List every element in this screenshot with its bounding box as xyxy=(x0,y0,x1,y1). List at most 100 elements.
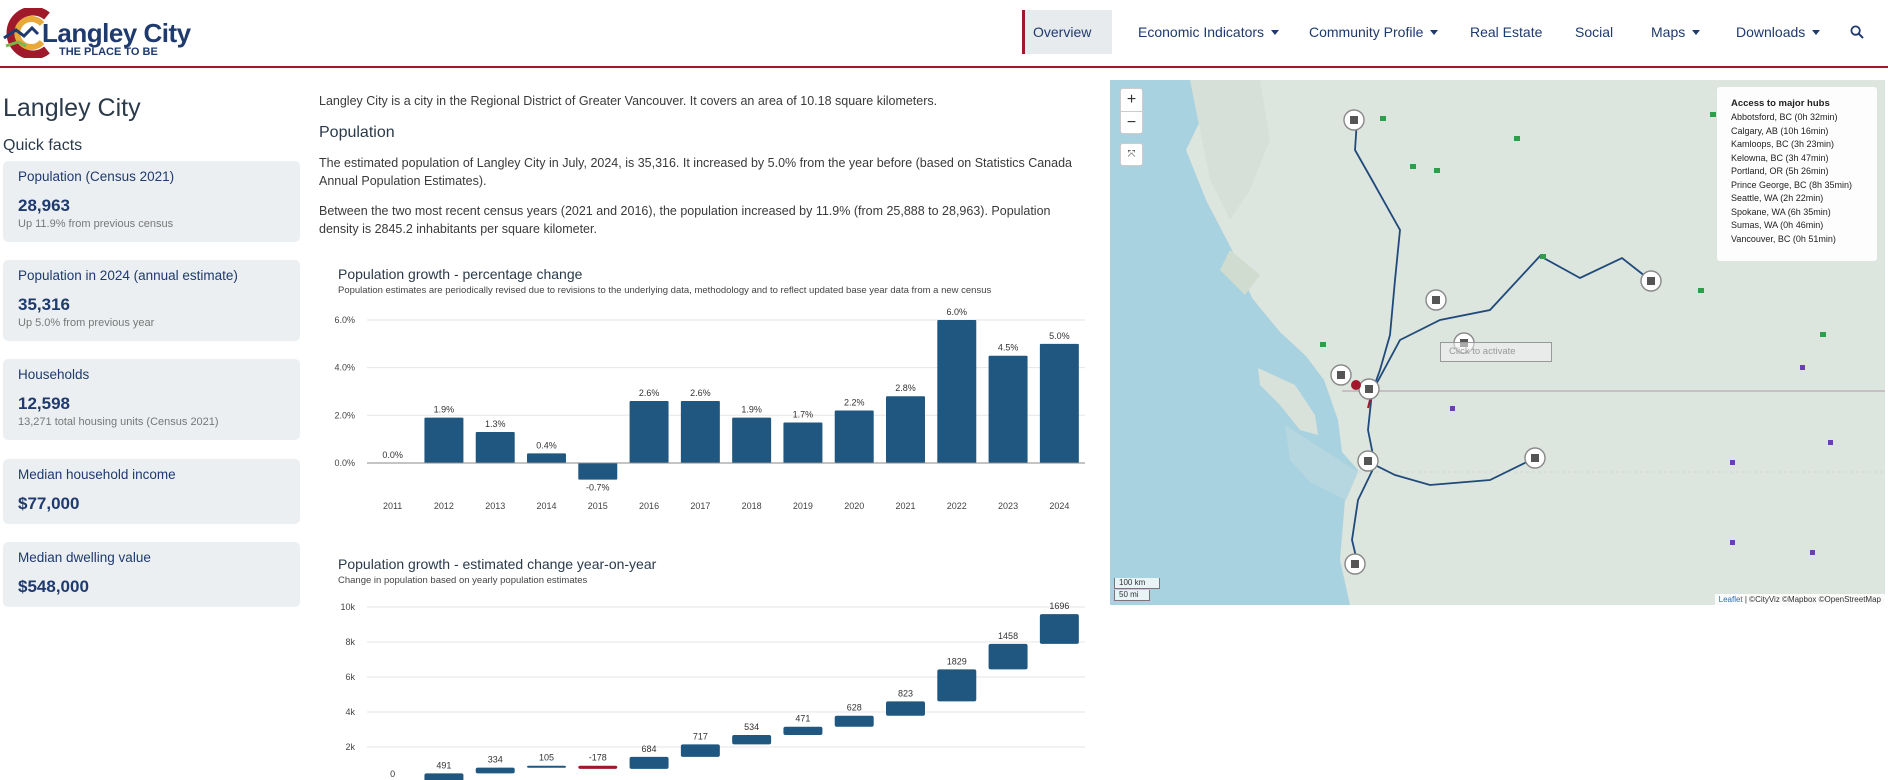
intro-text: Langley City is a city in the Regional D… xyxy=(319,94,938,108)
x-tick-label: 2013 xyxy=(485,501,505,511)
x-tick-label: 2017 xyxy=(690,501,710,511)
nav-label: Downloads xyxy=(1736,24,1806,40)
fact-subtext: Up 5.0% from previous year xyxy=(18,317,155,329)
population-heading: Population xyxy=(319,124,395,141)
nav-label: Economic Indicators xyxy=(1138,24,1265,40)
data-label: 1.9% xyxy=(741,405,762,415)
zoom-out-icon[interactable]: − xyxy=(1121,111,1142,133)
chevron-down-icon xyxy=(1692,29,1701,35)
logo-tagline: THE PLACE TO BE xyxy=(59,46,158,58)
fullscreen-icon[interactable]: ⤧ xyxy=(1120,143,1143,166)
quick-facts-heading: Quick facts xyxy=(3,137,83,154)
city-logo[interactable]: Langley City THE PLACE TO BE xyxy=(2,8,191,58)
x-tick-label: 2011 xyxy=(383,501,402,511)
hub-item: Portland, OR (5h 26min) xyxy=(1731,166,1829,176)
nav-label: Maps xyxy=(1651,24,1686,40)
waterfall-bar xyxy=(475,767,515,774)
chart1-title: Population growth - percentage change xyxy=(338,266,583,282)
data-label: -0.7% xyxy=(586,483,610,493)
bar xyxy=(1039,343,1079,463)
fact-label: Median dwelling value xyxy=(18,550,151,565)
nav-overview[interactable]: Overview xyxy=(1022,10,1112,54)
data-label: 1458 xyxy=(998,631,1018,641)
data-label: 491 xyxy=(436,760,451,770)
waterfall-bar xyxy=(732,734,772,745)
data-label: 1829 xyxy=(947,656,967,666)
bar xyxy=(629,401,669,463)
x-tick-label: 2022 xyxy=(947,501,967,511)
bar xyxy=(783,422,823,463)
nav-label: Real Estate xyxy=(1470,24,1543,40)
waterfall-bar xyxy=(578,765,618,769)
y-tick-label: 2.0% xyxy=(334,410,355,420)
click-to-activate-overlay[interactable]: Click to activate xyxy=(1440,342,1552,362)
data-label: 684 xyxy=(642,744,657,754)
data-label: 0.4% xyxy=(536,440,557,450)
fact-card-census-population: Population (Census 2021) 28,963 Up 11.9%… xyxy=(3,161,300,242)
fact-value: 35,316 xyxy=(18,295,70,314)
hub-item: Seattle, WA (2h 22min) xyxy=(1731,193,1824,203)
waterfall-bar xyxy=(886,701,925,716)
fact-label: Population in 2024 (annual estimate) xyxy=(18,268,238,283)
year-on-year-change-chart: 2k 4k 6k 8k 10k 0 491 334 105 -178 684 717 534 471 628… xyxy=(340,601,1085,780)
nav-label: Overview xyxy=(1033,24,1092,40)
fact-subtext: 13,271 total housing units (Census 2021) xyxy=(18,416,219,428)
data-label: 105 xyxy=(539,753,554,763)
waterfall-bar xyxy=(834,715,874,727)
hubs-title: Access to major hubs xyxy=(1731,98,1830,109)
chart2-title: Population growth - estimated change yea… xyxy=(338,556,657,572)
x-tick-label: 2023 xyxy=(998,501,1018,511)
waterfall-bar xyxy=(680,744,720,757)
fact-card-population-estimate: Population in 2024 (annual estimate) 35,… xyxy=(3,260,300,341)
fact-label: Households xyxy=(18,367,90,382)
data-label: 2.6% xyxy=(639,388,660,398)
data-label: 0.0% xyxy=(382,450,403,460)
data-label: 2.6% xyxy=(690,388,711,398)
nav-economic-indicators[interactable]: Economic Indicators xyxy=(1138,10,1280,54)
data-label: 534 xyxy=(744,722,759,732)
x-tick-label: 2024 xyxy=(1049,501,1069,511)
waterfall-bar xyxy=(783,726,823,735)
chart2-subtitle: Change in population based on yearly pop… xyxy=(338,575,588,586)
nav-community-profile[interactable]: Community Profile xyxy=(1309,10,1439,54)
bar xyxy=(527,453,566,463)
waterfall-bar xyxy=(424,773,464,780)
y-tick-label: 2k xyxy=(345,742,355,752)
hub-item: Calgary, AB (10h 16min) xyxy=(1731,125,1829,136)
bar xyxy=(834,410,874,463)
nav-social[interactable]: Social xyxy=(1575,10,1613,54)
hubs-map[interactable]: + − ⤧ Access to major hubs Abbotsford, B… xyxy=(1110,80,1885,605)
nav-real-estate[interactable]: Real Estate xyxy=(1470,10,1542,54)
hub-item: Sumas, WA (0h 46min) xyxy=(1731,220,1824,230)
bar xyxy=(424,417,464,463)
chevron-down-icon xyxy=(1271,29,1280,35)
bar xyxy=(937,320,977,463)
data-label: 471 xyxy=(795,714,810,724)
nav-maps[interactable]: Maps xyxy=(1651,10,1701,54)
x-tick-label: 2012 xyxy=(434,501,454,511)
nav-downloads[interactable]: Downloads xyxy=(1736,10,1821,54)
chevron-down-icon xyxy=(1430,29,1439,35)
site-header: Langley City THE PLACE TO BE Overview Ec… xyxy=(0,0,1888,68)
x-tick-label: 2018 xyxy=(742,501,762,511)
leaflet-link[interactable]: Leaflet xyxy=(1718,595,1743,604)
nav-label: Community Profile xyxy=(1309,24,1424,40)
attribution-text: | ©CityViz ©Mapbox ©OpenStreetMap xyxy=(1742,595,1881,604)
nav-label: Social xyxy=(1575,24,1614,40)
fact-card-median-income: Median household income $77,000 xyxy=(3,459,300,524)
hub-item: Prince George, BC (8h 35min) xyxy=(1731,179,1853,190)
waterfall-bar xyxy=(629,756,669,769)
waterfall-bar xyxy=(937,669,977,702)
fact-value: $77,000 xyxy=(18,494,80,513)
y-tick-label: 0.0% xyxy=(334,458,355,468)
data-label: 2.8% xyxy=(895,383,916,393)
logo-name: Langley City xyxy=(42,18,191,48)
data-label: 717 xyxy=(693,731,708,741)
y-tick-label: 6.0% xyxy=(334,315,355,325)
x-tick-label: 2019 xyxy=(793,501,813,511)
fact-card-households: Households 12,598 13,271 total housing u… xyxy=(3,359,300,440)
search-icon[interactable] xyxy=(1850,25,1864,39)
waterfall-bar xyxy=(527,765,566,768)
zoom-in-icon[interactable]: + xyxy=(1126,91,1137,108)
y-tick-label: 4k xyxy=(345,707,355,717)
